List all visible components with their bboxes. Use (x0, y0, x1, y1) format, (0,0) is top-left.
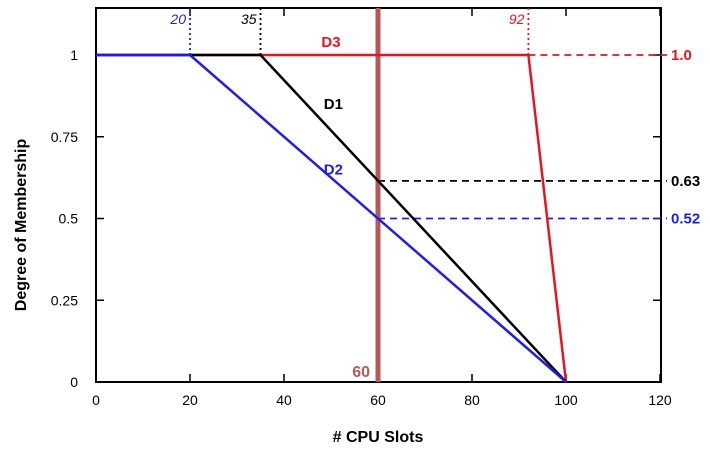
y-tick-label: 0.5 (59, 211, 79, 227)
series-label-d3: D3 (321, 34, 340, 51)
readout-label: 1.0 (671, 47, 692, 64)
x-tick-label: 0 (92, 392, 100, 408)
x-tick-label: 20 (182, 392, 198, 408)
series-label-d2: D2 (324, 161, 343, 178)
x-tick-label: 100 (554, 392, 578, 408)
series-label-d1: D1 (324, 96, 343, 113)
x-tick-label: 120 (648, 392, 672, 408)
x-axis-title: # CPU Slots (333, 429, 424, 446)
readout-label: 0.63 (671, 173, 700, 190)
y-axis-title: Degree of Membership (13, 139, 30, 312)
x-tick-label: 80 (464, 392, 480, 408)
breakpoint-label: 92 (509, 11, 525, 27)
cursor-label: 60 (352, 364, 370, 381)
x-tick-label: 40 (276, 392, 292, 408)
y-tick-label: 0 (70, 374, 78, 390)
y-tick-label: 0.75 (51, 129, 78, 145)
chart-marks: 0 20 40 60 80 100 120 0 0.25 0.5 0.75 1 1.0 0.63 0.52 2… (51, 8, 700, 408)
y-tick-label: 0.25 (51, 292, 78, 308)
series-line-d2 (96, 53, 567, 383)
readout-label: 0.52 (671, 211, 700, 228)
breakpoint-label: 35 (241, 11, 257, 27)
y-tick-label: 1 (70, 47, 78, 63)
x-tick-label: 60 (370, 392, 386, 408)
breakpoint-label: 20 (169, 11, 186, 27)
